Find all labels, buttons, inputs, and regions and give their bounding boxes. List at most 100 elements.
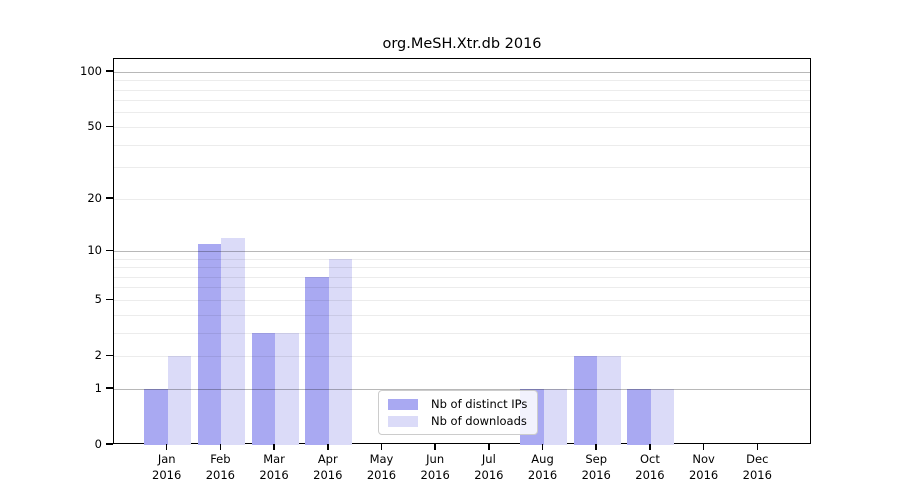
gridline-minor	[114, 287, 810, 289]
x-tick-mark	[273, 444, 275, 450]
year-label: 2016	[366, 467, 397, 482]
chart-title: org.MeSH.Xtr.db 2016	[382, 36, 542, 52]
month-label: Oct	[639, 452, 660, 466]
gridline-minor	[114, 112, 810, 114]
x-axis-tick-label: May 2016	[355, 452, 407, 483]
legend-item: Nb of distinct IPs	[388, 397, 527, 411]
y-tick-mark	[106, 70, 113, 72]
x-tick-mark	[380, 444, 383, 450]
month-label: Aug	[531, 452, 554, 466]
year-label: 2016	[205, 467, 236, 482]
bar-downloads	[275, 333, 299, 445]
x-tick-mark	[595, 444, 597, 450]
year-label: 2016	[581, 467, 611, 482]
gridline-minor	[114, 314, 810, 316]
x-tick-mark	[434, 444, 436, 450]
x-tick-mark	[702, 444, 705, 450]
x-axis-tick-label: Jun 2016	[409, 452, 461, 483]
gridline-minor	[114, 144, 810, 146]
bar-distinct-ips	[251, 333, 276, 445]
x-axis-tick-label: Aug 2016	[517, 452, 569, 483]
gridline-minor	[114, 258, 810, 260]
x-tick-mark	[165, 444, 168, 450]
bars-layer	[114, 59, 810, 445]
month-label: May	[369, 452, 394, 466]
gridline-minor	[114, 267, 810, 269]
y-tick-mark	[106, 125, 113, 128]
x-tick-mark	[649, 444, 651, 450]
gridline-minor	[114, 355, 810, 357]
gridline-minor	[114, 332, 810, 334]
bar-downloads	[328, 259, 353, 445]
year-label: 2016	[152, 467, 182, 482]
bar-distinct-ips	[305, 277, 329, 445]
y-axis-tick-label: 0	[94, 437, 102, 451]
year-label: 2016	[259, 467, 289, 482]
bar-downloads	[221, 237, 245, 445]
x-axis-tick-label: Mar 2016	[248, 452, 300, 483]
x-axis-tick-label: Sep 2016	[570, 452, 622, 483]
x-tick-mark	[219, 444, 222, 450]
gridline-minor	[114, 167, 810, 169]
month-label: Mar	[263, 452, 285, 466]
x-tick-mark	[756, 444, 759, 450]
y-tick-mark	[106, 249, 113, 252]
year-label: 2016	[688, 467, 719, 482]
bar-downloads	[543, 389, 568, 445]
y-axis-tick-label: 20	[87, 191, 102, 206]
y-tick-mark	[106, 354, 113, 357]
bar-downloads	[597, 356, 621, 445]
gridline-minor	[114, 126, 810, 128]
month-label: Sep	[585, 452, 608, 466]
x-axis-tick-label: Feb 2016	[194, 452, 246, 483]
month-label: Jul	[481, 452, 496, 466]
bar-distinct-ips	[144, 389, 168, 445]
y-tick-mark	[106, 298, 113, 301]
x-axis-tick-label: Dec 2016	[731, 452, 783, 483]
month-label: Dec	[746, 452, 769, 466]
bar-downloads	[167, 356, 192, 445]
year-label: 2016	[474, 467, 504, 482]
month-label: Apr	[317, 452, 338, 466]
year-label: 2016	[420, 467, 450, 482]
gridline-minor	[114, 100, 810, 102]
gridline-major	[114, 71, 810, 73]
x-axis-tick-label: Oct 2016	[624, 452, 676, 483]
gridline-minor	[114, 198, 810, 200]
month-label: Jan	[157, 452, 176, 466]
x-tick-mark	[488, 444, 490, 450]
y-axis-tick-label: 10	[87, 243, 102, 258]
plot-area: Nb of distinct IPs Nb of downloads	[113, 58, 811, 445]
grid-layer	[114, 59, 810, 443]
y-axis-tick-label: 100	[80, 64, 102, 79]
y-tick-mark	[106, 443, 113, 445]
y-axis-tick-label: 5	[94, 292, 102, 307]
x-axis-tick-label: Apr 2016	[302, 452, 354, 483]
gridline-minor	[114, 276, 810, 278]
x-tick-mark	[327, 444, 329, 450]
year-label: 2016	[635, 467, 665, 482]
bar-distinct-ips	[573, 356, 598, 445]
month-label: Feb	[210, 452, 231, 466]
year-label: 2016	[527, 467, 558, 482]
legend-item: Nb of downloads	[388, 414, 527, 428]
bar-distinct-ips	[627, 389, 651, 445]
x-tick-mark	[541, 444, 544, 450]
legend-swatch	[388, 415, 418, 427]
bar-downloads	[650, 389, 675, 445]
y-axis-tick-label: 50	[87, 119, 102, 134]
gridline-minor	[114, 299, 810, 301]
legend-label: Nb of distinct IPs	[431, 397, 528, 411]
legend-label: Nb of downloads	[431, 414, 527, 428]
y-axis-tick-label: 2	[94, 348, 102, 363]
gridline-major	[114, 250, 810, 252]
legend-swatch	[388, 398, 418, 410]
month-label: Jun	[426, 452, 445, 466]
x-axis-tick-label: Jan 2016	[141, 452, 193, 483]
month-label: Nov	[692, 452, 715, 466]
y-axis-tick-label: 1	[94, 381, 102, 396]
bar-distinct-ips	[197, 244, 222, 445]
year-label: 2016	[742, 467, 772, 482]
gridline-minor	[114, 89, 810, 91]
